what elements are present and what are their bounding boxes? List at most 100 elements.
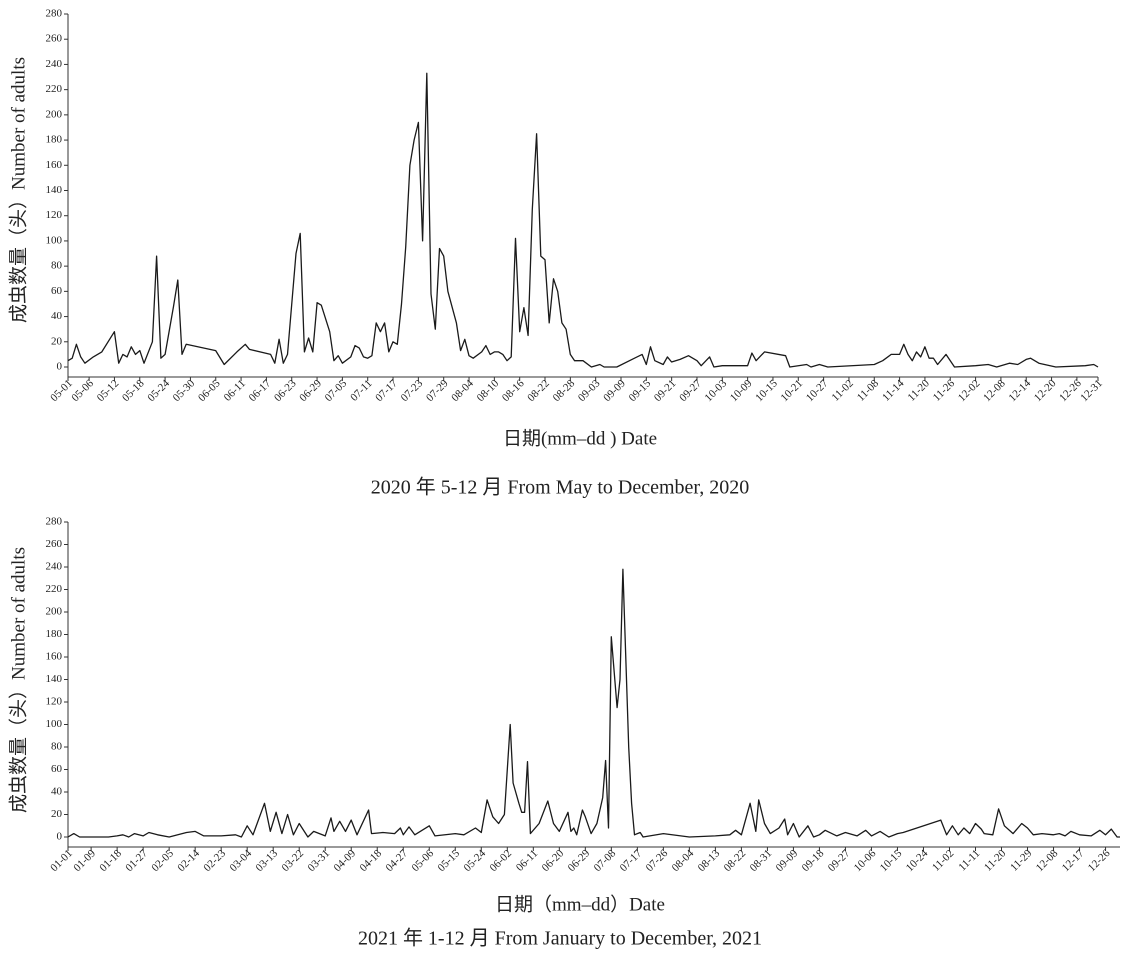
data-line: [67, 72, 1099, 368]
y-tick-label: 260: [46, 538, 63, 550]
x-tick-label: 04-09: [332, 847, 359, 874]
x-tick-label: 10-06: [852, 847, 879, 874]
y-tick-label: 0: [57, 831, 63, 843]
y-tick-label: 80: [51, 260, 63, 272]
x-tick-label: 07-29: [424, 377, 451, 404]
chart-caption: 2020 年 5-12 月 From May to December, 2020: [371, 476, 750, 499]
data-line: [67, 568, 1120, 838]
x-tick-label: 05-24: [462, 847, 489, 874]
x-tick-label: 12-17: [1060, 847, 1087, 874]
x-tick-label: 02-23: [201, 847, 228, 874]
x-tick-label: 05-06: [410, 847, 437, 874]
x-tick-label: 05-18: [120, 377, 147, 404]
x-tick-label: 07-08: [592, 847, 619, 874]
y-tick-label: 220: [46, 583, 63, 595]
y-tick-label: 120: [46, 209, 63, 221]
x-tick-label: 07-05: [323, 377, 350, 404]
x-tick-label: 11-02: [830, 377, 856, 403]
y-tick-label: 220: [46, 83, 63, 95]
x-tick-label: 11-26: [931, 377, 958, 404]
x-tick-label: 06-11: [222, 377, 248, 403]
x-tick-label: 11-20: [905, 377, 932, 404]
x-tick-label: 01-18: [97, 847, 124, 874]
x-tick-label: 06-02: [488, 847, 515, 874]
x-tick-label: 12-02: [956, 377, 983, 404]
chart-caption: 2021 年 1-12 月 From January to December, …: [358, 927, 762, 950]
x-tick-label: 09-18: [800, 847, 827, 874]
x-tick-label: 05-24: [145, 377, 172, 404]
x-tick-label: 08-22: [525, 377, 552, 404]
x-tick-label: 10-03: [703, 377, 730, 404]
y-tick-label: 100: [46, 718, 63, 730]
x-tick-label: 05-01: [48, 377, 75, 404]
y-tick-label: 200: [46, 108, 63, 120]
x-tick-label: 01-27: [123, 847, 150, 874]
x-tick-label: 08-22: [722, 847, 749, 874]
x-tick-label: 12-20: [1032, 377, 1059, 404]
x-tick-label: 08-31: [748, 847, 775, 874]
x-tick-label: 02-14: [175, 847, 202, 874]
x-tick-label: 05-12: [95, 377, 122, 404]
x-tick-label: 05-06: [69, 377, 96, 404]
x-tick-label: 06-11: [514, 847, 540, 873]
x-tick-label: 10-15: [878, 847, 905, 874]
x-tick-label: 08-04: [449, 377, 476, 404]
x-tick-label: 03-13: [253, 847, 280, 874]
x-tick-label: 09-15: [627, 377, 654, 404]
y-tick-label: 20: [51, 808, 63, 820]
x-tick-label: 07-17: [618, 847, 645, 874]
x-tick-label: 09-27: [826, 847, 853, 874]
x-tick-label: 03-22: [279, 847, 306, 874]
x-axis-title: 日期（mm–dd）Date: [495, 893, 665, 915]
x-tick-label: 10-09: [728, 377, 755, 404]
y-tick-label: 0: [57, 361, 63, 373]
x-tick-label: 04-18: [358, 847, 385, 874]
x-tick-label: 08-13: [696, 847, 723, 874]
x-tick-label: 12-26: [1057, 377, 1084, 404]
y-tick-label: 40: [51, 310, 63, 322]
y-axis-title: 成虫数量（头）Number of adults: [7, 57, 29, 323]
y-tick-label: 140: [46, 673, 63, 685]
x-tick-label: 11-11: [956, 847, 982, 873]
x-tick-label: 08-10: [475, 377, 502, 404]
x-tick-label: 12-26: [1086, 847, 1113, 874]
x-tick-label: 10-24: [904, 847, 931, 874]
x-tick-label: 04-27: [384, 847, 411, 874]
x-tick-label: 09-03: [576, 377, 603, 404]
x-tick-label: 08-04: [670, 847, 697, 874]
y-tick-label: 180: [46, 134, 63, 146]
x-tick-label: 11-02: [930, 847, 956, 873]
x-tick-label: 09-09: [601, 377, 628, 404]
x-tick-label: 08-16: [500, 377, 527, 404]
x-tick-label: 03-31: [305, 847, 332, 874]
y-tick-label: 200: [46, 606, 63, 618]
x-tick-label: 12-14: [1007, 377, 1034, 404]
y-tick-label: 60: [51, 763, 63, 775]
x-tick-label: 01-09: [71, 847, 98, 874]
x-tick-label: 06-05: [196, 377, 223, 404]
y-tick-label: 80: [51, 741, 63, 753]
y-tick-label: 160: [46, 651, 63, 663]
x-tick-label: 07-23: [399, 377, 426, 404]
y-axis-title: 成虫数量（头）Number of adults: [7, 547, 29, 813]
y-tick-label: 240: [46, 58, 63, 70]
x-tick-label: 11-29: [1008, 847, 1035, 874]
y-tick-label: 280: [46, 516, 63, 528]
y-tick-label: 20: [51, 335, 63, 347]
x-tick-label: 05-30: [171, 377, 198, 404]
x-tick-label: 09-27: [677, 377, 704, 404]
x-tick-label: 11-20: [982, 847, 1009, 874]
x-tick-label: 09-21: [652, 377, 679, 404]
x-tick-label: 08-28: [551, 377, 578, 404]
y-tick-label: 280: [46, 8, 63, 20]
x-tick-label: 09-09: [774, 847, 801, 874]
x-tick-label: 11-08: [855, 377, 882, 404]
x-tick-label: 12-08: [981, 377, 1008, 404]
x-tick-label: 06-23: [272, 377, 299, 404]
y-tick-label: 260: [46, 33, 63, 45]
y-tick-label: 240: [46, 561, 63, 573]
x-tick-label: 06-17: [247, 377, 274, 404]
y-tick-label: 140: [46, 184, 63, 196]
x-tick-label: 10-27: [804, 377, 831, 404]
x-tick-label: 01-01: [48, 847, 75, 874]
